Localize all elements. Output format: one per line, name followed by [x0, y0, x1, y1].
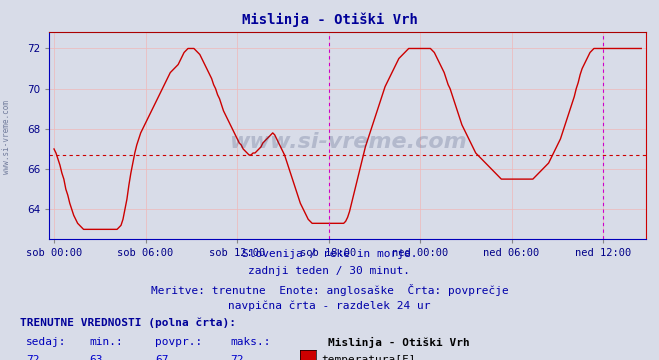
Text: 63: 63 — [89, 355, 102, 360]
Text: sedaj:: sedaj: — [26, 337, 67, 347]
Text: navpična črta - razdelek 24 ur: navpična črta - razdelek 24 ur — [228, 301, 431, 311]
Text: www.si-vreme.com: www.si-vreme.com — [2, 100, 11, 174]
Text: 72: 72 — [231, 355, 244, 360]
Text: TRENUTNE VREDNOSTI (polna črta):: TRENUTNE VREDNOSTI (polna črta): — [20, 318, 236, 328]
Text: 72: 72 — [26, 355, 40, 360]
Text: temperatura[F]: temperatura[F] — [321, 355, 415, 360]
Text: Slovenija / reke in morje.: Slovenija / reke in morje. — [242, 249, 417, 259]
Text: Mislinja - Otiški Vrh: Mislinja - Otiški Vrh — [242, 13, 417, 27]
Text: maks.:: maks.: — [231, 337, 271, 347]
Text: Meritve: trenutne  Enote: anglosaške  Črta: povprečje: Meritve: trenutne Enote: anglosaške Črta… — [151, 284, 508, 296]
Text: min.:: min.: — [89, 337, 123, 347]
Text: povpr.:: povpr.: — [155, 337, 202, 347]
Text: 67: 67 — [155, 355, 168, 360]
Text: Mislinja - Otiški Vrh: Mislinja - Otiški Vrh — [328, 337, 469, 348]
Text: zadnji teden / 30 minut.: zadnji teden / 30 minut. — [248, 266, 411, 276]
Text: www.si-vreme.com: www.si-vreme.com — [229, 132, 467, 152]
